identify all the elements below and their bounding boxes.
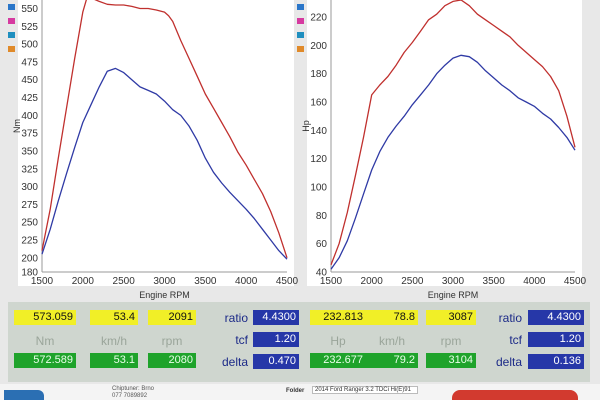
- power-ytick-label: 220: [310, 13, 327, 24]
- label-delta-right: delta: [495, 355, 522, 369]
- label-ratio-left: ratio: [224, 311, 248, 325]
- torque-xtick-label: 2000: [72, 276, 95, 287]
- power-ytick-label: 120: [310, 154, 327, 165]
- tcf-right-value: 1.20: [528, 332, 584, 347]
- power-peak-rpm: 3087: [426, 310, 476, 325]
- label-delta-left: delta: [221, 355, 248, 369]
- unit-rpm: rpm: [161, 334, 183, 348]
- power-peak-speed: 78.8: [366, 310, 418, 325]
- power-ytick-label: 140: [310, 126, 327, 137]
- unit-nm: Nm: [35, 334, 55, 348]
- torque-background: [18, 0, 294, 286]
- torque-chart: 180 200 225 250 275 300 325 350 375 400 425 450 475 5…: [8, 0, 299, 300]
- torque-x-axis-title: Engine RPM: [139, 290, 190, 300]
- torque-legend-swatch: [8, 46, 15, 52]
- torque-ytick-label: 275: [21, 200, 38, 211]
- torque-legend-swatch: [8, 18, 15, 24]
- power-y-axis-title: Hp: [301, 120, 311, 132]
- power-series-tuned: [330, 0, 576, 266]
- torque-y-axis-title: Nm: [12, 119, 22, 133]
- torque-ytick-label: 475: [21, 57, 38, 68]
- torque-xtick-label: 4000: [235, 276, 258, 287]
- torque-ytick-label: 500: [21, 40, 38, 51]
- power-xtick-label: 4500: [564, 276, 587, 287]
- power-ytick-label: 100: [310, 183, 327, 194]
- torque-ytick-label: 325: [21, 164, 38, 175]
- brand-logo: [4, 390, 44, 400]
- torque-xtick-label: 2500: [113, 276, 136, 287]
- power-ytick-label: 60: [316, 239, 328, 250]
- torque-xtick-label: 4500: [276, 276, 299, 287]
- torque-ytick-label: 200: [21, 253, 38, 264]
- torque-ytick-label: 400: [21, 111, 38, 122]
- torque-peak-speed: 53.4: [90, 310, 138, 325]
- power-legend-swatch: [297, 46, 304, 52]
- power-stock-speed: 79.2: [366, 353, 418, 368]
- power-legend-swatch: [297, 4, 304, 10]
- label-tcf-right: tcf: [509, 333, 522, 347]
- power-stock-rpm: 3104: [426, 353, 476, 368]
- power-legend-swatch: [297, 32, 304, 38]
- power-xtick-label: 2500: [401, 276, 424, 287]
- power-ytick-label: 180: [310, 69, 327, 80]
- torque-xtick-label: 3500: [194, 276, 217, 287]
- torque-stock-value: 572.589: [14, 353, 76, 368]
- power-legend-swatch: [297, 18, 304, 24]
- torque-xtick-label: 1500: [31, 276, 54, 287]
- delta-right-value: 0.136: [528, 354, 584, 369]
- power-ytick-label: 160: [310, 98, 327, 109]
- power-background: [307, 0, 582, 286]
- folder-label: Folder: [286, 388, 305, 394]
- torque-ytick-label: 350: [21, 146, 38, 157]
- readout-panel: 573.059 53.4 2091 Nm km/h rpm 572.589 53…: [8, 302, 590, 382]
- torque-legend-swatch: [8, 4, 15, 10]
- torque-ytick-label: 425: [21, 93, 38, 104]
- torque-stock-rpm: 2080: [148, 353, 196, 368]
- power-ytick-label: 200: [310, 41, 327, 52]
- power-stock-value: 232.677: [310, 353, 366, 368]
- label-ratio-right: ratio: [498, 311, 522, 325]
- torque-ytick-label: 250: [21, 218, 38, 229]
- torque-series-stock: [41, 67, 288, 260]
- unit-hp: Hp: [330, 334, 346, 348]
- ratio-left-value: 4.4300: [253, 310, 299, 325]
- unit-rpm-right: rpm: [440, 334, 462, 348]
- ratio-right-value: 4.4300: [528, 310, 584, 325]
- power-x-axis-title: Engine RPM: [428, 290, 479, 300]
- chiptuner-label: Chiptuner: Brno: [112, 386, 155, 392]
- power-xtick-label: 3000: [442, 276, 465, 287]
- power-xtick-label: 3500: [483, 276, 506, 287]
- torque-xtick-label: 3000: [153, 276, 176, 287]
- unit-kmh: km/h: [100, 334, 127, 348]
- power-xtick-label: 1500: [320, 276, 343, 287]
- partner-logo: [452, 390, 578, 400]
- phone-number: 077 7089892: [112, 393, 148, 399]
- torque-ytick-label: 225: [21, 235, 38, 246]
- power-xtick-label: 4000: [523, 276, 546, 287]
- unit-kmh-right: km/h: [378, 334, 405, 348]
- torque-ytick-label: 550: [21, 4, 38, 15]
- torque-legend-swatch: [8, 32, 15, 38]
- label-tcf-left: tcf: [235, 333, 248, 347]
- torque-ytick-label: 375: [21, 129, 38, 140]
- torque-ytick-label: 300: [21, 182, 38, 193]
- delta-left-value: 0.470: [253, 354, 299, 369]
- power-series-stock: [330, 54, 576, 270]
- power-peak-value: 232.813: [310, 310, 366, 325]
- footer: Chiptuner: Brno 077 7089892 Folder 2014 …: [0, 384, 600, 400]
- torque-peak-value: 573.059: [14, 310, 76, 325]
- torque-ytick-label: 450: [21, 75, 38, 86]
- tcf-left-value: 1.20: [253, 332, 299, 347]
- torque-series-tuned: [41, 0, 288, 259]
- torque-ytick-label: 180: [21, 268, 38, 279]
- torque-peak-rpm: 2091: [148, 310, 196, 325]
- dyno-charts: 180 200 225 250 275 300 325 350 375 400 425 450 475 5…: [8, 0, 587, 300]
- power-ytick-label: 80: [316, 211, 328, 222]
- power-chart: 40 60 80 100 120 140 160 180 200 220 1500 2000 2500 3…: [297, 0, 587, 300]
- power-xtick-label: 2000: [361, 276, 384, 287]
- torque-ytick-label: 525: [21, 22, 38, 33]
- power-ytick-label: 40: [316, 268, 328, 279]
- folder-field[interactable]: 2014 Ford Ranger 3.2 TDCi Hi(E)91: [312, 386, 418, 394]
- torque-stock-speed: 53.1: [90, 353, 138, 368]
